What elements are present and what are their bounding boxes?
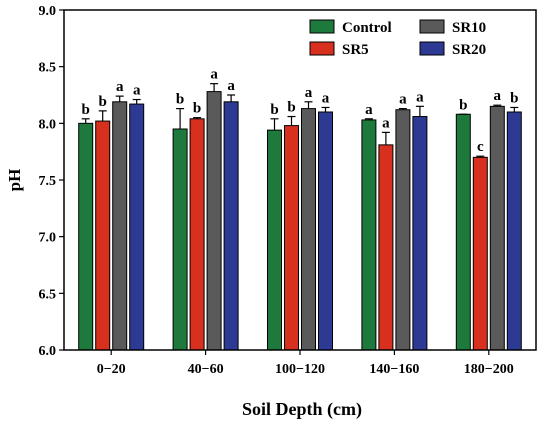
- bar: [472, 156, 488, 351]
- y-tick-label: 7.5: [39, 174, 57, 189]
- bar: [129, 103, 145, 351]
- significance-letter: b: [510, 90, 518, 106]
- legend-swatch: [419, 41, 445, 56]
- y-tick-label: 8.5: [39, 61, 57, 76]
- significance-letter: c: [477, 139, 484, 155]
- legend-swatch: [419, 19, 445, 34]
- y-tick-label: 6.5: [39, 287, 57, 302]
- bar: [172, 128, 188, 351]
- significance-letter: a: [416, 89, 424, 105]
- bar: [206, 91, 222, 351]
- significance-letter: a: [227, 78, 235, 94]
- significance-letter: b: [270, 102, 278, 118]
- significance-letter: b: [99, 94, 107, 110]
- bar: [95, 120, 111, 351]
- significance-letter: b: [287, 100, 295, 116]
- significance-letter: a: [494, 88, 502, 104]
- x-tick-label: 40−60: [188, 362, 224, 377]
- bar: [301, 108, 316, 351]
- significance-letter: a: [305, 85, 313, 101]
- significance-letter: b: [176, 92, 184, 108]
- legend-label: Control: [342, 20, 392, 36]
- bar: [223, 101, 239, 351]
- significance-letter: a: [133, 83, 141, 99]
- significance-letter: a: [365, 102, 373, 118]
- significance-letter: a: [210, 67, 218, 83]
- significance-letter: b: [459, 97, 467, 113]
- bar: [378, 144, 394, 351]
- x-tick-label: 0−20: [97, 362, 126, 377]
- y-tick-label: 8.0: [39, 117, 57, 132]
- bar: [489, 105, 505, 351]
- significance-letter: a: [322, 90, 330, 106]
- bar: [506, 111, 522, 351]
- bar: [284, 125, 299, 351]
- legend-label: SR10: [452, 20, 486, 36]
- significance-letter: a: [382, 115, 390, 131]
- x-tick-label: 180−200: [464, 362, 514, 377]
- significance-letter: a: [399, 92, 407, 108]
- legend-label: SR20: [452, 42, 486, 58]
- bar: [412, 116, 428, 351]
- legend: Control SR5 SR10 SR20: [309, 19, 486, 58]
- y-tick-label: 6.0: [39, 344, 57, 359]
- legend-swatch: [309, 41, 335, 56]
- y-tick-label: 9.0: [39, 4, 57, 19]
- bar: [112, 101, 128, 351]
- bar: [267, 129, 282, 351]
- bar: [455, 113, 471, 351]
- legend-label: SR5: [342, 42, 369, 58]
- significance-letter: b: [193, 101, 201, 117]
- significance-letter: b: [82, 102, 90, 118]
- y-axis-label: pH: [5, 169, 24, 192]
- x-axis-label: Soil Depth (cm): [242, 399, 362, 420]
- x-tick-label: 140−160: [369, 362, 419, 377]
- bar: [189, 118, 205, 351]
- y-tick-label: 7.0: [39, 231, 57, 246]
- legend-swatch: [309, 19, 335, 34]
- bar: [361, 119, 377, 351]
- bar: [395, 109, 411, 351]
- x-tick-label: 100−120: [275, 362, 325, 377]
- bar: [78, 122, 94, 351]
- bar: [318, 111, 333, 351]
- significance-letter: a: [116, 79, 124, 95]
